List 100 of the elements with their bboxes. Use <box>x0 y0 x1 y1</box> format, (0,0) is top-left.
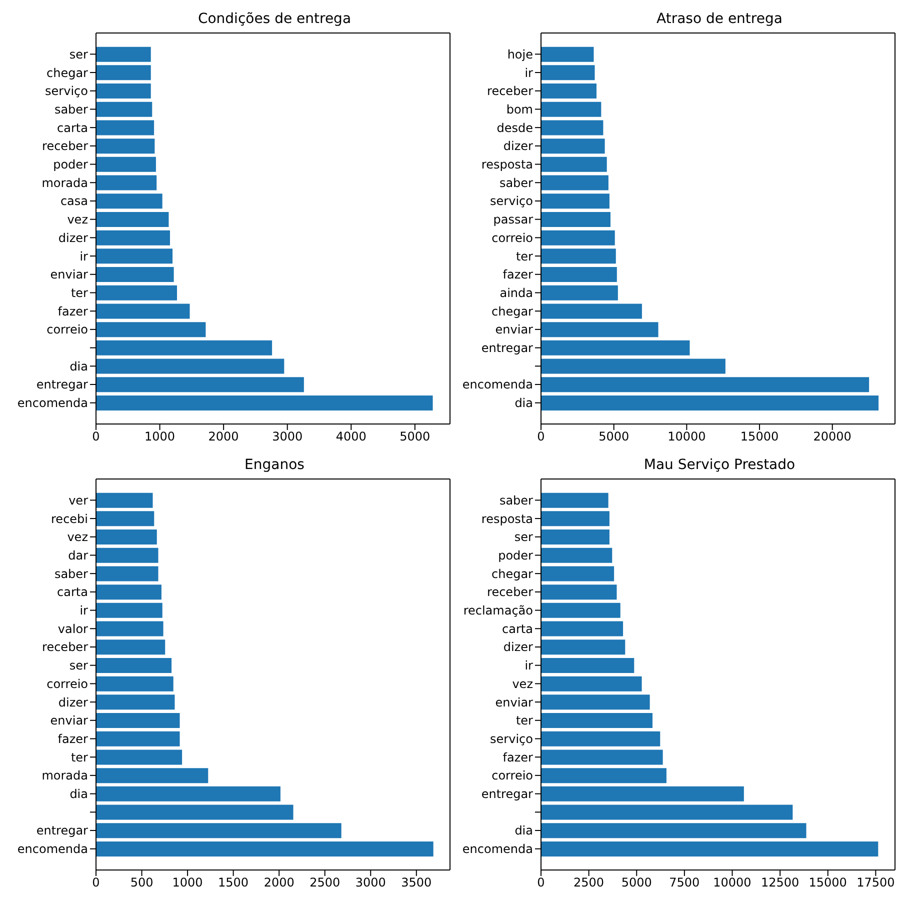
y-tick-label: enviar <box>50 714 88 728</box>
bar <box>541 304 642 319</box>
y-tick-label: vez <box>67 212 88 227</box>
chart-title: Atraso de entrega <box>656 10 784 29</box>
y-tick-label: morada <box>42 768 88 783</box>
y-tick-label: reclamação <box>463 604 533 618</box>
y-tick-label: passar <box>493 212 534 227</box>
x-tick-label: 5000 <box>598 430 630 444</box>
x-tick-label: 5000 <box>400 430 430 444</box>
y-tick-label: ir <box>524 66 534 80</box>
bar <box>96 230 170 246</box>
bar <box>96 248 173 264</box>
bar <box>96 46 151 62</box>
bar <box>541 46 594 62</box>
y-tick-label: enviar <box>495 322 534 337</box>
bar <box>96 156 156 172</box>
y-tick-label: ter <box>70 750 88 764</box>
y-tick-label: dia <box>514 824 533 838</box>
y-tick-label: resposta <box>481 512 533 526</box>
bar <box>541 492 608 508</box>
y-tick-label: entregar <box>36 824 88 838</box>
chart-title: Condições de entrega <box>196 10 352 29</box>
y-tick-label: receber <box>42 139 88 154</box>
x-tick-label: 5000 <box>621 876 652 890</box>
bar <box>96 492 153 508</box>
x-tick-label: 0 <box>537 876 545 890</box>
bar <box>541 548 612 563</box>
y-tick-label: poder <box>53 158 88 172</box>
y-tick-label: serviço <box>490 732 533 746</box>
bar <box>541 621 624 636</box>
bar <box>96 304 190 319</box>
y-tick-label: vez <box>67 530 88 544</box>
bar <box>96 65 151 80</box>
x-tick-label: 2500 <box>310 876 340 890</box>
bar <box>541 395 879 410</box>
y-tick-label: ainda <box>500 286 533 300</box>
y-tick-label: encomenda <box>17 396 88 410</box>
x-tick-label: 4000 <box>336 430 366 444</box>
bar <box>96 322 206 338</box>
bar <box>96 750 182 765</box>
y-tick-label: ser <box>69 658 88 673</box>
x-tick-label: 2500 <box>574 876 604 890</box>
y-tick-label: correio <box>46 322 88 337</box>
y-tick-label: carta <box>502 622 533 636</box>
y-tick-label: casa <box>60 194 88 208</box>
bar <box>96 175 157 190</box>
bar <box>541 786 744 802</box>
bar <box>541 511 610 526</box>
bar <box>541 212 610 227</box>
x-tick-label: 0 <box>92 876 100 890</box>
x-tick-label: 3500 <box>401 876 432 890</box>
y-tick-label: morada <box>42 176 88 190</box>
bar <box>96 530 157 545</box>
bar <box>541 102 602 117</box>
bar <box>541 65 595 80</box>
bar <box>541 285 618 300</box>
y-tick-label: ser <box>69 47 88 62</box>
bar <box>96 658 172 673</box>
bar <box>96 267 174 282</box>
y-tick-label: recebi <box>51 512 88 526</box>
bar <box>96 713 180 728</box>
x-tick-label: 0 <box>537 430 545 444</box>
y-tick-label: dia <box>70 359 88 374</box>
bar <box>541 194 610 209</box>
x-tick-label: 2000 <box>208 430 239 444</box>
x-tick-label: 10000 <box>668 430 706 444</box>
bar <box>541 248 616 264</box>
y-tick-label: bom <box>506 102 533 116</box>
bar <box>541 358 726 374</box>
y-tick-label: saber <box>499 176 534 190</box>
bar <box>96 566 158 582</box>
y-tick-label: entregar <box>36 378 88 392</box>
bar <box>541 602 620 618</box>
y-tick-label: fazer <box>502 750 534 764</box>
bar <box>96 138 155 154</box>
y-tick-label: saber <box>499 493 534 508</box>
bar <box>541 676 642 692</box>
y-tick-label: receber <box>42 640 88 654</box>
y-tick-label: fazer <box>58 304 88 318</box>
y-tick-label: fazer <box>58 732 88 746</box>
bar <box>96 823 342 838</box>
bar <box>96 358 284 374</box>
y-tick-label: poder <box>498 548 534 562</box>
bar <box>541 138 605 154</box>
y-tick-label: valor <box>58 622 88 636</box>
chart-title: Enganos <box>244 456 306 475</box>
y-tick-label: dizer <box>503 139 534 154</box>
bar <box>96 640 166 655</box>
bar <box>541 823 806 838</box>
bar <box>96 731 180 746</box>
x-tick-label: 0 <box>92 430 100 444</box>
y-tick-label: receber <box>487 84 534 98</box>
y-tick-label: receber <box>487 585 534 600</box>
y-tick-label: ir <box>80 604 88 618</box>
x-tick-label: 500 <box>130 876 154 890</box>
bar <box>541 566 614 582</box>
y-tick-label: resposta <box>481 158 533 172</box>
bar <box>96 694 175 710</box>
y-tick-label: ver <box>68 493 88 508</box>
bar <box>96 212 169 227</box>
